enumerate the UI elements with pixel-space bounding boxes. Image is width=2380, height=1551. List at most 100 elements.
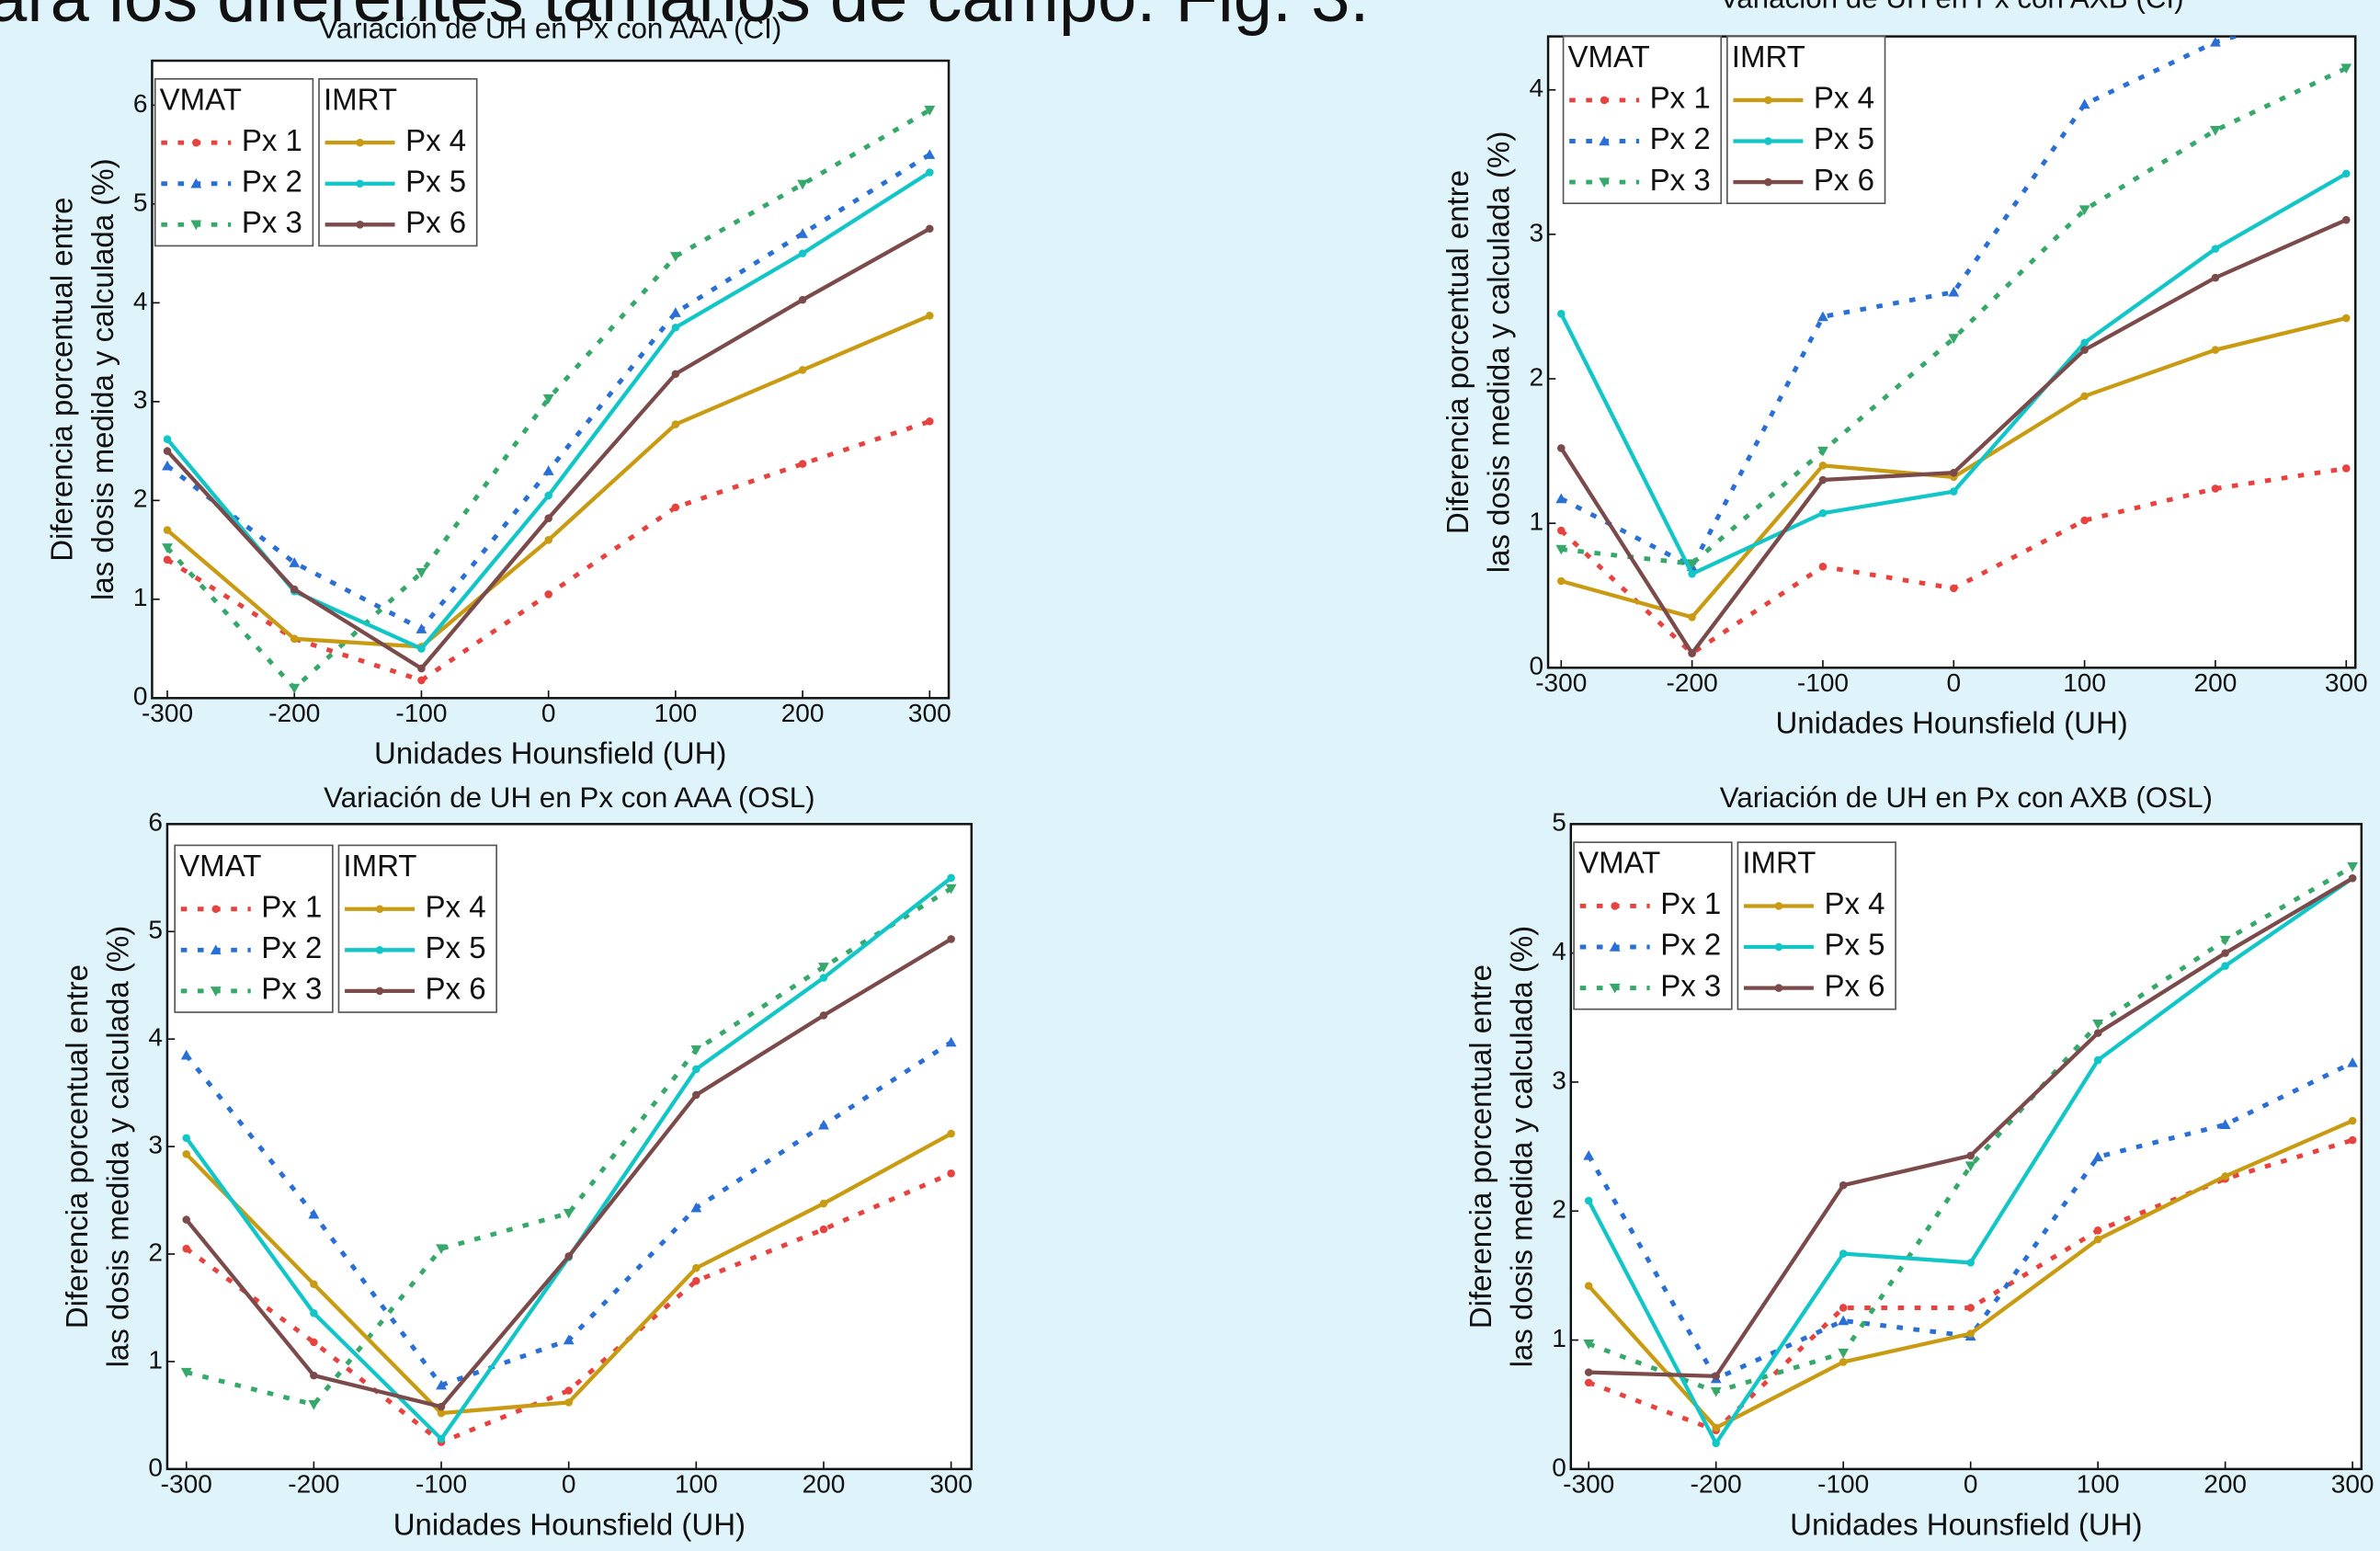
y-tick-label: 0	[148, 1453, 163, 1481]
data-point	[945, 884, 957, 895]
data-point	[2341, 169, 2351, 178]
y-tick-label: 1	[148, 1345, 163, 1374]
data-point	[182, 1244, 191, 1253]
legend-box	[1562, 35, 1723, 205]
data-point	[947, 935, 955, 943]
x-tick-label: -200	[1691, 1469, 1742, 1498]
x-axis-label: Unidades Hounsfield (UH)	[1775, 706, 2127, 740]
data-point	[2219, 1119, 2231, 1129]
x-tick-label: 0	[1946, 668, 1961, 697]
legend-marker	[356, 221, 364, 229]
data-point	[947, 873, 955, 883]
data-point	[671, 323, 680, 332]
data-point	[182, 1215, 191, 1224]
data-point	[1949, 584, 1958, 593]
data-point	[2211, 273, 2220, 282]
data-point	[798, 460, 807, 468]
data-point	[542, 465, 554, 475]
legend-marker	[1609, 983, 1621, 994]
data-point	[2093, 1055, 2102, 1065]
data-point	[544, 590, 552, 599]
y-tick-label: 2	[1530, 362, 1544, 391]
legend-group-title: VMAT	[1568, 40, 1650, 74]
slide-heading: ara los diferentes tamaños de campo. Fig…	[0, 0, 1370, 37]
data-point	[2340, 63, 2352, 74]
data-point	[180, 1049, 192, 1060]
data-point	[417, 644, 426, 653]
data-point	[2080, 516, 2089, 525]
data-point	[544, 514, 552, 522]
y-tick-label: 5	[148, 916, 163, 944]
data-point	[2209, 36, 2221, 47]
x-tick-label: 300	[2331, 1469, 2374, 1498]
legend-label: Px 6	[426, 972, 486, 1006]
data-point	[290, 585, 299, 594]
data-point	[797, 179, 809, 190]
data-point	[2340, 0, 2352, 7]
data-point	[2221, 1172, 2229, 1180]
data-point	[564, 1398, 573, 1407]
data-point	[798, 295, 807, 304]
y-tick-label: 5	[133, 188, 148, 216]
x-tick-label: -300	[1535, 668, 1587, 697]
data-point	[924, 106, 936, 116]
legend-marker	[1609, 941, 1621, 952]
data-point	[947, 1169, 955, 1178]
data-point	[2221, 949, 2229, 957]
data-point	[162, 543, 173, 553]
legend-label: Px 5	[1814, 121, 1874, 155]
data-point	[2078, 98, 2090, 109]
data-point	[1710, 1386, 1722, 1397]
data-point	[924, 149, 936, 159]
data-point	[692, 1090, 700, 1100]
x-tick-label: 100	[675, 1469, 718, 1498]
data-point	[564, 1252, 573, 1260]
data-point	[1817, 311, 1828, 322]
legend-label: Px 3	[1650, 163, 1711, 197]
y-tick-label: 4	[133, 287, 148, 315]
data-point	[1555, 493, 1567, 504]
data-point	[2093, 1235, 2102, 1244]
data-point	[416, 623, 427, 633]
plot-series	[180, 873, 957, 1446]
data-point	[1712, 1439, 1720, 1448]
data-point	[2211, 485, 2220, 493]
y-tick-label: 1	[1530, 507, 1544, 536]
data-point	[1557, 576, 1566, 586]
data-point	[1838, 1315, 1850, 1326]
y-axis-label: las dosis medida y calculada (%)	[100, 926, 134, 1368]
data-point	[2211, 346, 2220, 354]
legend-marker	[375, 905, 384, 914]
data-point	[2219, 935, 2231, 946]
legend-label: Px 2	[242, 164, 302, 198]
x-tick-label: 300	[2325, 668, 2368, 697]
data-point	[1817, 446, 1828, 457]
chart: Variación de UH en Px con AAA (OSL) 0 1 2 3 4…	[60, 781, 974, 1541]
data-point	[2347, 861, 2359, 872]
y-axis-label: Diferencia porcentual entre	[44, 198, 78, 562]
data-point	[310, 1338, 318, 1347]
data-point	[163, 447, 172, 455]
y-tick-label: 6	[133, 89, 148, 118]
data-point	[926, 312, 934, 320]
data-point	[1966, 1259, 1975, 1267]
legend-box	[174, 844, 334, 1013]
x-tick-label: 100	[2063, 668, 2106, 697]
data-point	[2093, 1029, 2102, 1037]
x-axis-label: Unidades Hounsfield (UH)	[393, 1507, 746, 1541]
y-axis-label: Diferencia porcentual entre	[1441, 170, 1475, 534]
data-point	[2080, 346, 2089, 354]
legend-box	[1726, 35, 1886, 205]
y-tick-label: 3	[1552, 1066, 1566, 1094]
data-point	[436, 1244, 447, 1255]
data-point	[926, 168, 934, 177]
data-point	[2078, 205, 2090, 216]
legend-marker	[356, 138, 364, 147]
x-tick-label: 200	[2194, 668, 2238, 697]
data-point	[692, 1263, 700, 1272]
legend-box	[1573, 841, 1733, 1010]
legend-label: Px 5	[405, 164, 466, 198]
legend-marker	[190, 220, 202, 231]
y-tick-label: 3	[148, 1130, 163, 1158]
